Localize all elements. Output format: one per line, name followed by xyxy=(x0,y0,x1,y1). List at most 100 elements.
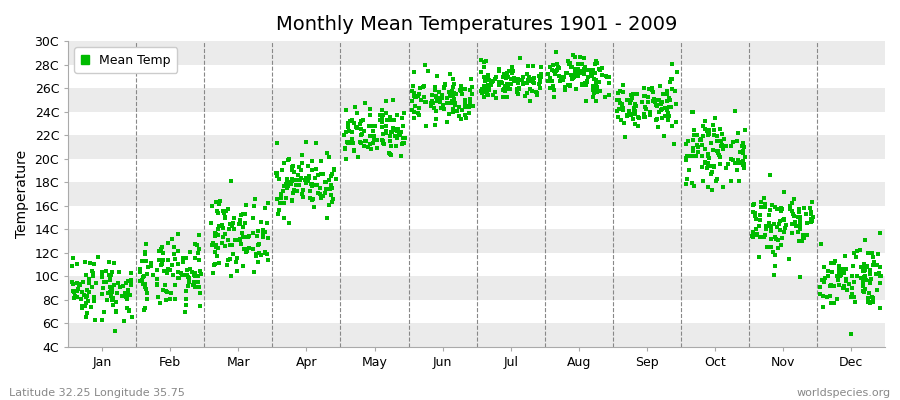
Point xyxy=(398,135,412,142)
Point xyxy=(602,80,616,86)
Point xyxy=(793,226,807,232)
Point xyxy=(857,289,871,296)
Point xyxy=(85,284,99,290)
Point xyxy=(590,58,604,64)
Point xyxy=(165,262,179,268)
Point xyxy=(446,93,460,99)
Point xyxy=(590,86,604,92)
Point xyxy=(834,271,849,277)
Point xyxy=(562,60,576,67)
Point xyxy=(746,229,760,235)
Point xyxy=(83,260,97,266)
Point xyxy=(113,283,128,290)
Point xyxy=(111,280,125,286)
Point xyxy=(377,141,392,148)
Point xyxy=(464,76,479,82)
Point xyxy=(821,268,835,274)
Point xyxy=(523,98,537,104)
Point xyxy=(836,285,850,291)
Point xyxy=(73,281,87,287)
Point xyxy=(569,86,583,92)
Point xyxy=(516,74,530,80)
Point xyxy=(120,291,134,298)
Point xyxy=(224,178,238,184)
Point xyxy=(500,74,515,80)
Point xyxy=(454,90,469,97)
Point xyxy=(156,287,170,293)
Point xyxy=(279,179,293,186)
Point xyxy=(79,293,94,299)
Point xyxy=(856,288,870,294)
Point xyxy=(652,108,666,115)
Point xyxy=(188,270,202,276)
Point xyxy=(501,84,516,91)
Point xyxy=(571,66,585,72)
Point xyxy=(374,119,389,125)
Point xyxy=(576,70,590,77)
Point xyxy=(482,82,496,88)
Point xyxy=(627,111,642,117)
Point xyxy=(286,186,301,193)
Point xyxy=(69,288,84,294)
Point xyxy=(658,112,672,119)
Point xyxy=(629,91,643,97)
Point xyxy=(714,138,728,144)
Point xyxy=(768,263,782,270)
Point xyxy=(157,268,171,274)
Point xyxy=(293,175,308,181)
Point xyxy=(588,70,602,76)
Point xyxy=(775,235,789,241)
Point xyxy=(192,232,206,238)
Point xyxy=(160,270,175,276)
Point xyxy=(479,86,493,93)
Point xyxy=(641,98,655,105)
Point xyxy=(543,64,557,70)
Point xyxy=(498,83,512,90)
Point xyxy=(448,102,463,108)
Point xyxy=(799,232,814,238)
Point xyxy=(407,89,421,96)
Point xyxy=(579,80,593,86)
Point xyxy=(275,166,290,173)
Point xyxy=(256,231,270,238)
Point xyxy=(279,180,293,187)
Point xyxy=(384,152,399,158)
Point xyxy=(222,255,237,262)
Point xyxy=(353,120,367,127)
Point xyxy=(274,199,288,206)
Point xyxy=(587,76,601,82)
Point xyxy=(848,299,862,306)
Point xyxy=(827,300,842,306)
Point xyxy=(88,317,103,324)
Point xyxy=(392,129,406,136)
Point xyxy=(511,90,526,97)
Point xyxy=(410,94,424,100)
Point xyxy=(261,256,275,263)
Point xyxy=(339,138,354,145)
Point xyxy=(396,135,410,141)
Point xyxy=(168,296,183,302)
Point xyxy=(292,164,306,170)
Point xyxy=(872,304,886,311)
Point xyxy=(356,143,371,149)
Point xyxy=(282,220,296,226)
Point xyxy=(272,176,286,182)
Point xyxy=(800,220,814,227)
Point xyxy=(854,274,868,281)
Point xyxy=(679,140,693,147)
Point xyxy=(569,68,583,74)
Point xyxy=(513,55,527,61)
Point xyxy=(82,289,96,295)
Point xyxy=(482,87,497,93)
Point xyxy=(534,71,548,78)
Point xyxy=(511,80,526,86)
Point xyxy=(71,282,86,288)
Point xyxy=(724,143,738,149)
Point xyxy=(192,284,206,290)
Point xyxy=(115,283,130,290)
Point xyxy=(136,274,150,280)
Point xyxy=(174,270,188,277)
Point xyxy=(305,183,320,189)
Point xyxy=(550,60,564,67)
Point xyxy=(627,102,642,108)
